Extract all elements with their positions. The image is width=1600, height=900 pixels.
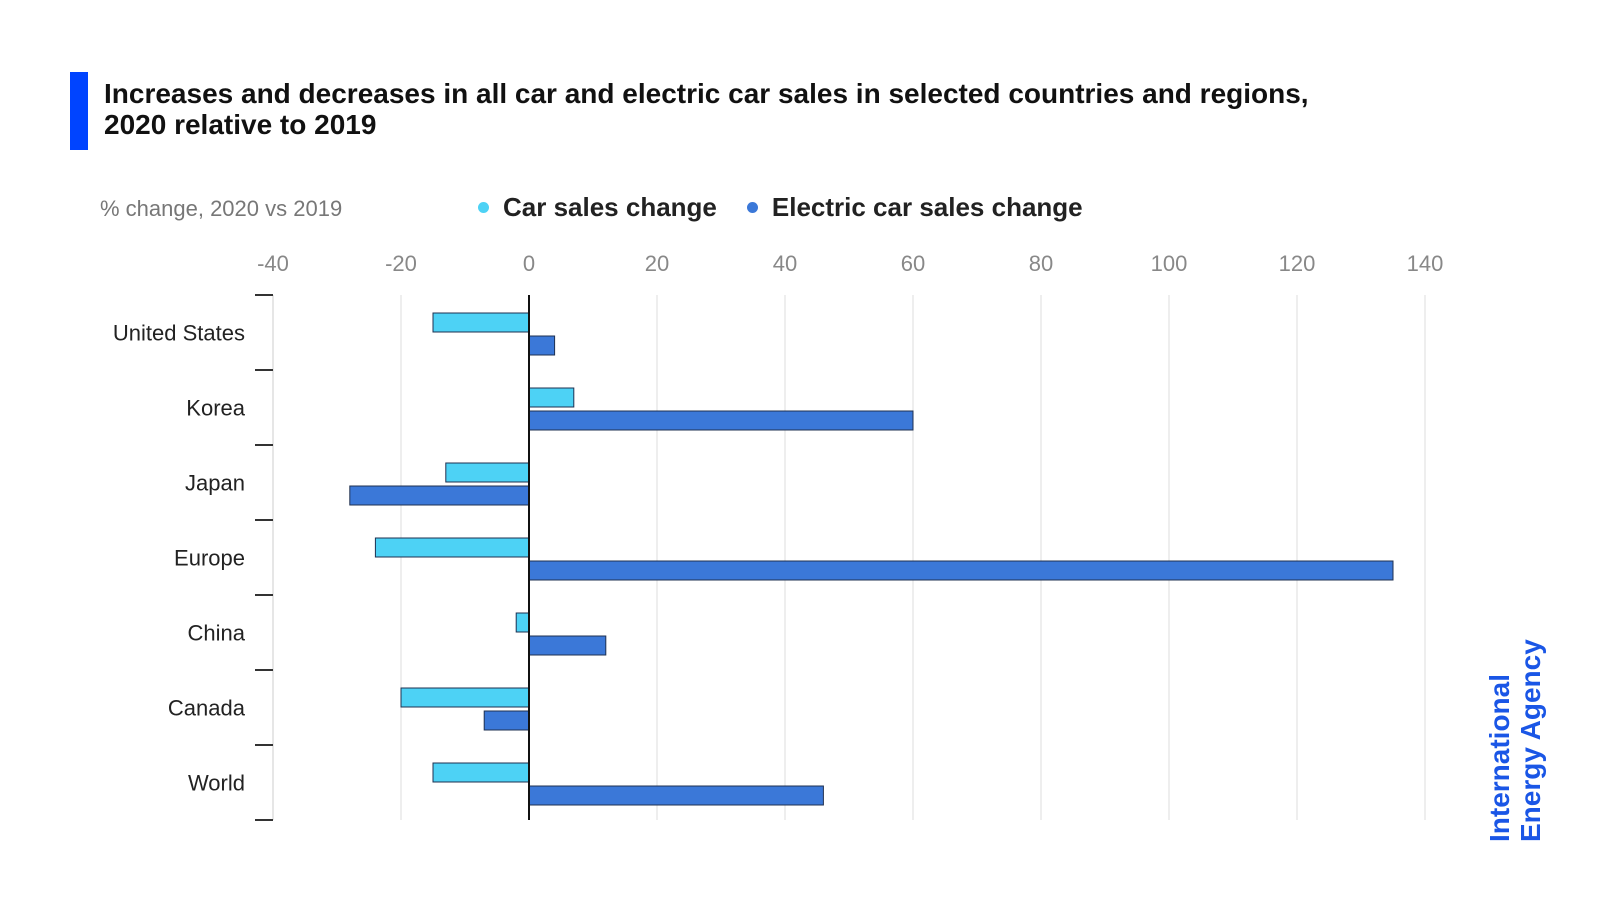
chart-title-line2: 2020 relative to 2019 (104, 109, 377, 140)
x-tick-label: 100 (1151, 251, 1188, 276)
bar-electric-car-sales (349, 485, 530, 506)
bar-electric-car-sales (528, 335, 556, 356)
legend-dot-car-sales (478, 202, 489, 213)
legend-label-car-sales: Car sales change (503, 192, 717, 222)
category-label: World (188, 771, 245, 796)
legend-label-electric-car-sales: Electric car sales change (771, 192, 1083, 222)
x-tick-label: 20 (645, 251, 669, 276)
legend-item-car-sales: Car sales change (478, 192, 717, 223)
x-tick-label: 60 (901, 251, 925, 276)
category-label: Europe (174, 546, 245, 571)
x-tick-label: 140 (1407, 251, 1444, 276)
legend-dot-electric-car-sales (746, 202, 758, 213)
x-tick-label: 120 (1279, 251, 1316, 276)
chart-title: Increases and decreases in all car and e… (104, 78, 1434, 140)
bar-electric-car-sales (528, 785, 824, 806)
category-label: Japan (185, 471, 245, 496)
title-accent-bar (70, 72, 88, 150)
bar-electric-car-sales (528, 410, 914, 431)
iea-logo: International Energy Agency (1476, 622, 1546, 842)
x-tick-label: 40 (773, 251, 797, 276)
x-tick-label: 0 (523, 251, 535, 276)
iea-logo-line1: International (1484, 673, 1515, 842)
bar-car-sales (374, 537, 530, 558)
bar-car-sales (528, 387, 575, 408)
bar-electric-car-sales (483, 710, 530, 731)
bar-car-sales (432, 762, 530, 783)
chart-title-line1: Increases and decreases in all car and e… (104, 78, 1309, 109)
legend: Car sales change Electric car sales chan… (478, 192, 1083, 223)
bar-car-sales (515, 612, 530, 633)
category-label: United States (113, 321, 245, 346)
bar-electric-car-sales (528, 635, 607, 656)
category-label: Korea (186, 396, 245, 421)
legend-item-electric-car-sales: Electric car sales change (746, 192, 1083, 223)
bar-car-sales (445, 462, 530, 483)
x-tick-label: -20 (385, 251, 417, 276)
bar-car-sales (432, 312, 530, 333)
bar-electric-car-sales (528, 560, 1394, 581)
iea-logo-line2: Energy Agency (1515, 639, 1546, 842)
unit-label: % change, 2020 vs 2019 (100, 196, 343, 221)
bar-car-sales (400, 687, 530, 708)
category-label: Canada (168, 696, 246, 721)
category-label: China (188, 621, 246, 646)
x-tick-label: 80 (1029, 251, 1053, 276)
x-tick-label: -40 (257, 251, 289, 276)
